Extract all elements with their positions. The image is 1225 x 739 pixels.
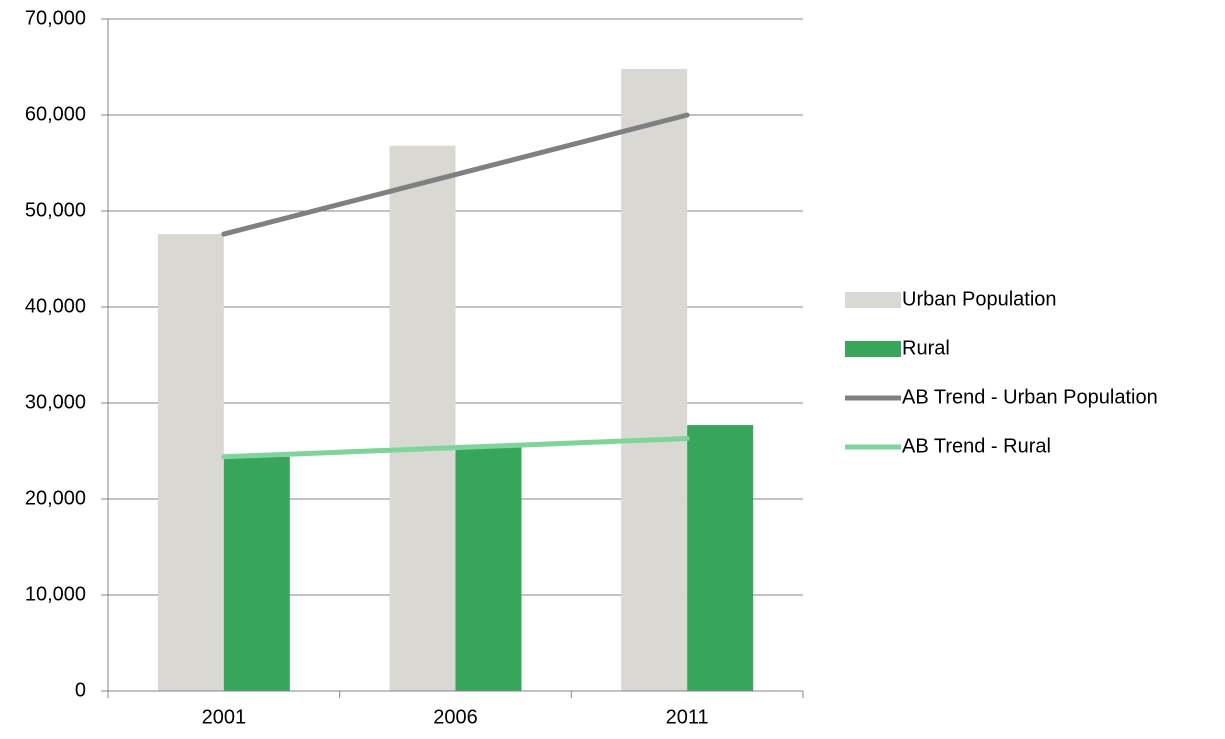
y-tick-label: 10,000 bbox=[25, 583, 86, 605]
bar bbox=[455, 446, 522, 691]
legend-label: Urban Population bbox=[902, 288, 1057, 310]
x-tick-label: 2011 bbox=[666, 706, 709, 728]
y-tick-label: 70,000 bbox=[25, 7, 86, 29]
bar bbox=[687, 425, 754, 691]
bar bbox=[223, 456, 290, 691]
bar bbox=[157, 234, 224, 692]
y-tick-label: 30,000 bbox=[25, 391, 86, 413]
bar bbox=[389, 145, 456, 692]
legend-label: AB Trend - Rural bbox=[902, 435, 1051, 457]
legend-swatch bbox=[845, 341, 901, 357]
y-tick-label: 40,000 bbox=[25, 295, 86, 317]
legend-label: Rural bbox=[902, 337, 950, 359]
bar bbox=[621, 68, 688, 692]
y-tick-label: 50,000 bbox=[25, 199, 86, 221]
y-tick-label: 20,000 bbox=[25, 487, 86, 509]
trend-line bbox=[221, 112, 690, 237]
trend-line bbox=[221, 436, 690, 460]
x-tick-label: 2001 bbox=[202, 706, 247, 728]
legend-label: AB Trend - Urban Population bbox=[902, 386, 1158, 408]
y-tick-label: 0 bbox=[75, 679, 86, 701]
legend-swatch bbox=[845, 292, 901, 308]
y-tick-label: 60,000 bbox=[25, 103, 86, 125]
x-tick-label: 2006 bbox=[433, 706, 478, 728]
